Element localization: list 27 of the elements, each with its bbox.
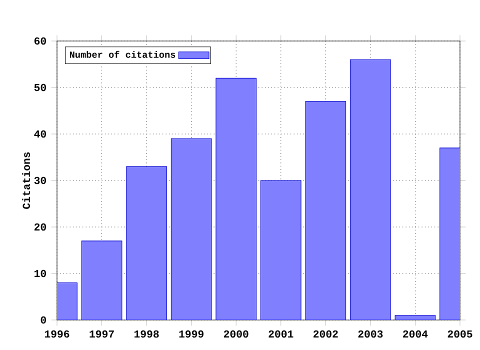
x-tick-label: 1997 <box>90 330 114 338</box>
bar <box>350 59 391 320</box>
bar <box>126 166 167 320</box>
y-tick-label: 30 <box>34 176 46 184</box>
x-tick-label: 2004 <box>403 330 428 338</box>
y-tick-label: 50 <box>34 84 46 92</box>
bar <box>216 78 257 320</box>
x-tick-label: 1996 <box>44 330 70 338</box>
x-tick-label: 2000 <box>224 330 248 338</box>
y-tick-label: 0 <box>40 316 46 324</box>
y-tick-label: 60 <box>34 37 46 45</box>
bar <box>260 180 302 320</box>
y-tick-label: 40 <box>34 130 46 138</box>
legend-label: Number of citations <box>70 50 176 58</box>
x-tick-label: 2002 <box>314 330 338 338</box>
y-axis-title: Citations <box>22 152 30 209</box>
x-tick-label: 1998 <box>134 330 159 338</box>
x-tick-label: 2005 <box>448 330 472 338</box>
bar <box>394 315 436 320</box>
x-tick-label: 2001 <box>268 330 294 338</box>
bar <box>305 101 346 320</box>
bar <box>170 138 212 320</box>
x-tick-label: 2003 <box>358 330 383 338</box>
y-tick-label: 20 <box>34 223 46 231</box>
bar <box>81 240 122 320</box>
y-tick-label: 10 <box>34 270 46 278</box>
x-tick-label: 1999 <box>179 330 204 338</box>
